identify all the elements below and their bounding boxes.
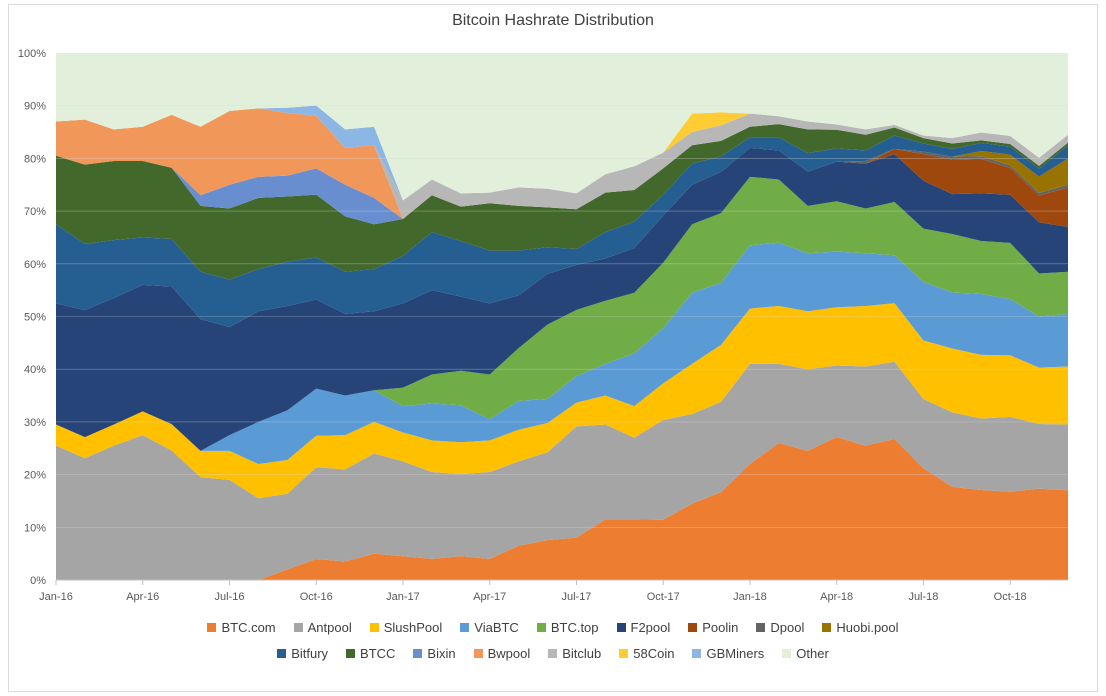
area-other (56, 53, 1068, 201)
area-antpool (56, 361, 1068, 580)
legend-label: SlushPool (383, 620, 443, 635)
y-tick-label: 0% (30, 575, 46, 587)
legend-item-btc-top: BTC.top (536, 620, 599, 635)
legend-swatch (207, 623, 217, 632)
legend-swatch (460, 623, 470, 632)
area-btc-com (56, 436, 1068, 580)
y-tick-label: 90% (24, 101, 46, 113)
legend-swatch (548, 649, 558, 658)
y-tick-label: 10% (24, 522, 46, 534)
area-btc-top (56, 176, 1068, 451)
legend-label: Dpool (770, 620, 805, 635)
x-tick-label: Apr-17 (473, 591, 506, 603)
legend-item-bwpool: Bwpool (473, 646, 531, 661)
legend-label: BTC.top (550, 620, 599, 635)
legend-swatch (782, 649, 792, 658)
legend-item-other: Other (782, 646, 829, 661)
x-tick-label: Jan-16 (39, 591, 73, 603)
legend-swatch (473, 649, 483, 658)
gridlines (56, 105, 1068, 581)
legend-label: 58Coin (633, 646, 675, 661)
y-tick-label: 100% (18, 48, 46, 60)
legend-swatch (277, 649, 287, 658)
legend-item-dpool: Dpool (756, 620, 804, 635)
legend-swatch (346, 649, 356, 658)
legend-item-bixin: Bixin (413, 646, 456, 661)
x-tick-label: Oct-17 (647, 591, 680, 603)
legend-swatch (756, 623, 766, 632)
x-tick-label: Jul-16 (215, 591, 245, 603)
legend-label: Antpool (307, 620, 352, 635)
legend-item-58coin: 58Coin (619, 646, 674, 661)
legend-swatch (688, 623, 698, 632)
legend-label: BTC.com (221, 620, 276, 635)
legend-swatch (293, 623, 303, 632)
legend-label: Huobi.pool (836, 620, 899, 635)
legend-swatch (616, 623, 626, 632)
legend-item-btc-com: BTC.com (207, 620, 276, 635)
legend-label: Other (796, 646, 829, 661)
legend-item-slushpool: SlushPool (369, 620, 443, 635)
area-series-group (56, 53, 1068, 580)
legend-label: Bixin (427, 646, 456, 661)
x-tick-label: Jul-17 (561, 591, 591, 603)
legend-swatch (536, 623, 546, 632)
y-tick-label: 40% (24, 364, 46, 376)
legend-swatch (619, 649, 629, 658)
area-bwpool (56, 108, 1068, 219)
legend-item-huobi-pool: Huobi.pool (822, 620, 899, 635)
x-tick-label: Apr-16 (126, 591, 159, 603)
legend-item-antpool: Antpool (293, 620, 352, 635)
chart-title: Bitcoin Hashrate Distribution (452, 12, 654, 29)
legend-row-2: Bitfury BTCC Bixin Bwpool Bitclub 58Coin GBMin… (0, 646, 1106, 661)
area-f2pool (56, 147, 1068, 451)
legend-swatch (692, 649, 702, 658)
x-axis-ticks: Jan-16 Apr-16 Jul-16 Oct-16 Jan-17 Apr-17 Jul-… (39, 580, 1027, 603)
x-tick-label: Jul-18 (908, 591, 938, 603)
area-viabtc (56, 242, 1068, 465)
legend-label: GBMiners (706, 646, 765, 661)
y-tick-label: 50% (24, 312, 46, 324)
legend-item-btcc: BTCC (346, 646, 395, 661)
legend-swatch (413, 649, 423, 658)
legend-label: F2pool (630, 620, 671, 635)
area-slushpool (56, 303, 1068, 499)
legend-item-poolin: Poolin (688, 620, 738, 635)
legend-label: Bitfury (291, 646, 329, 661)
legend-item-bitclub: Bitclub (548, 646, 601, 661)
x-tick-label: Jan-18 (733, 591, 767, 603)
legend-label: Bitclub (562, 646, 602, 661)
legend-item-gbminers: GBMiners (692, 646, 764, 661)
legend-row-1: BTC.com Antpool SlushPool ViaBTC BTC.top F2po… (0, 620, 1106, 635)
y-tick-label: 70% (24, 206, 46, 218)
legend-item-f2pool: F2pool (616, 620, 671, 635)
area-btcc (56, 124, 1068, 280)
legend-label: BTCC (360, 646, 396, 661)
x-tick-label: Oct-16 (300, 591, 333, 603)
legend-label: Bwpool (487, 646, 531, 661)
legend-swatch (369, 623, 379, 632)
legend-swatch (822, 623, 832, 632)
legend-label: Poolin (702, 620, 739, 635)
area-poolin (56, 147, 1068, 328)
area-bitclub (56, 108, 1068, 219)
x-tick-label: Oct-18 (994, 591, 1027, 603)
area-bitfury (56, 135, 1068, 328)
legend-item-bitfury: Bitfury (277, 646, 328, 661)
legend-item-viabtc: ViaBTC (460, 620, 519, 635)
x-tick-label: Jan-17 (386, 591, 420, 603)
y-tick-label: 60% (24, 259, 46, 271)
x-tick-label: Apr-18 (820, 591, 853, 603)
y-tick-label: 30% (24, 417, 46, 429)
y-tick-label: 20% (24, 470, 46, 482)
legend-label: ViaBTC (474, 620, 519, 635)
y-axis-ticks: 0% 10% 20% 30% 40% 50% 60% 70% 80% 90% 100% (18, 48, 46, 587)
y-tick-label: 80% (24, 153, 46, 165)
